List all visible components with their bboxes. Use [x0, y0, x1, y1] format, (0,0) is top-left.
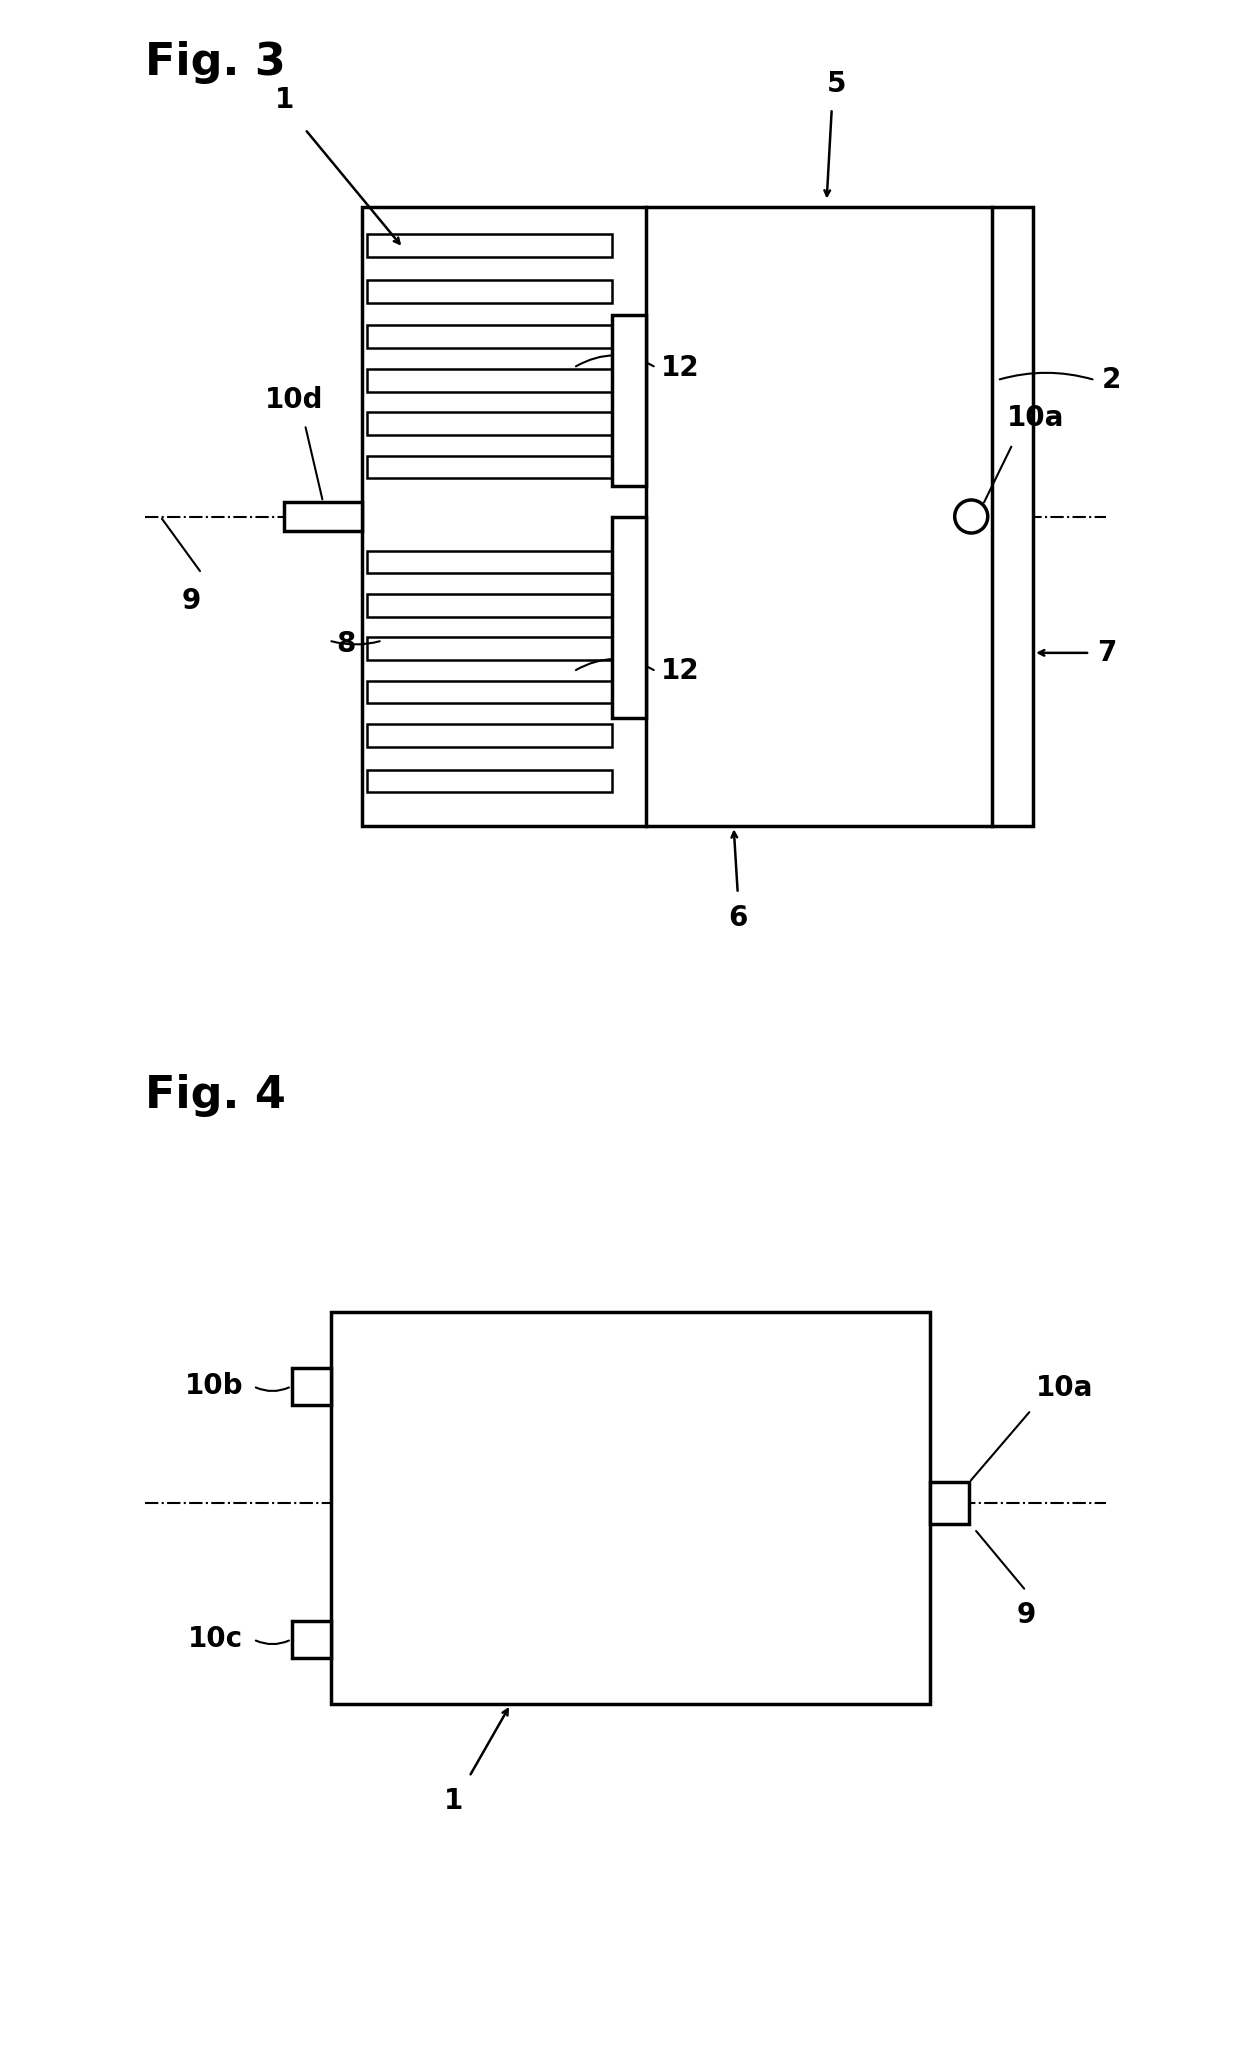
- Bar: [367, 636, 611, 661]
- Bar: [367, 455, 611, 477]
- Bar: [611, 516, 646, 717]
- Text: Fig. 4: Fig. 4: [145, 1074, 285, 1118]
- Bar: [367, 769, 611, 791]
- Bar: [367, 411, 611, 436]
- Bar: [291, 1368, 331, 1405]
- Text: 10d: 10d: [265, 386, 324, 413]
- Bar: [367, 324, 611, 347]
- Text: 6: 6: [728, 905, 748, 932]
- Bar: [611, 314, 646, 486]
- Text: 2: 2: [1101, 366, 1121, 395]
- Text: 8: 8: [336, 630, 356, 657]
- Text: 12: 12: [661, 353, 699, 382]
- Bar: [367, 723, 611, 746]
- Text: 5: 5: [827, 70, 847, 97]
- Text: 10a: 10a: [1007, 403, 1065, 432]
- Text: 10b: 10b: [185, 1372, 243, 1401]
- Bar: [367, 368, 611, 393]
- Bar: [331, 1312, 930, 1704]
- Text: 7: 7: [1097, 638, 1117, 667]
- Text: 10c: 10c: [187, 1626, 243, 1653]
- Bar: [367, 595, 611, 616]
- Circle shape: [955, 500, 988, 533]
- Text: 1: 1: [274, 85, 294, 114]
- Bar: [367, 279, 611, 302]
- Text: Fig. 3: Fig. 3: [145, 41, 285, 85]
- Bar: [930, 1483, 970, 1525]
- Bar: [284, 502, 362, 531]
- Bar: [367, 550, 611, 572]
- Text: 12: 12: [661, 657, 699, 686]
- Text: 9: 9: [182, 587, 201, 616]
- Bar: [367, 680, 611, 702]
- Bar: [362, 207, 1033, 826]
- Text: 9: 9: [1017, 1601, 1035, 1630]
- Text: 10a: 10a: [1037, 1374, 1094, 1401]
- Bar: [291, 1620, 331, 1657]
- Text: 1: 1: [444, 1787, 464, 1816]
- Bar: [367, 233, 611, 258]
